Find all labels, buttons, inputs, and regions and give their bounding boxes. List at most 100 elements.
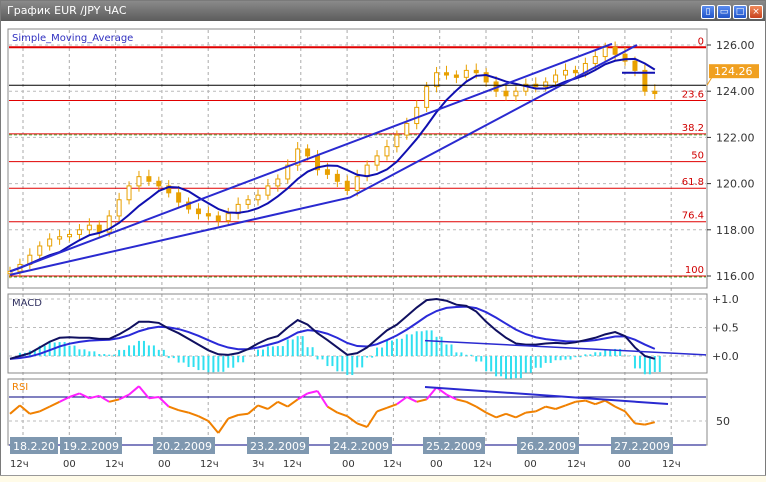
- rsi-segment: [337, 411, 348, 418]
- rsi-segment: [376, 406, 388, 413]
- rsi-segment: [416, 398, 427, 403]
- candle-body: [156, 180, 162, 187]
- candle-body: [632, 60, 638, 71]
- hour-label: 00: [430, 459, 443, 470]
- candle-body: [37, 245, 43, 256]
- candle-body: [652, 90, 658, 95]
- fibonacci-levels[interactable]: 0 23.6 38.2 50 61.8 76.4 100: [9, 36, 706, 278]
- hour-label: 12ч: [10, 459, 29, 470]
- date-label: 27.2.2009: [614, 440, 670, 453]
- window-title: График EUR /JPY ЧАС: [7, 4, 127, 17]
- price-axis: 126.00 124.00 122.00 120.00 118.00 116.00 124.…: [706, 39, 759, 283]
- candle-body: [553, 74, 559, 83]
- rsi-segment: [207, 420, 220, 434]
- minimize-button[interactable]: ▭: [717, 5, 731, 19]
- rsi-segment: [535, 405, 547, 413]
- rsi-segment: [39, 405, 51, 413]
- rsi-segment: [297, 392, 309, 401]
- rsi-segment: [108, 398, 120, 403]
- hour-label: 00: [342, 459, 355, 470]
- date-label-box: [153, 437, 215, 454]
- time-axis: 18.2.20 19.2.2009 20.2.2009 23.2.2009 24.2.2…: [10, 437, 681, 470]
- rsi-panel: [7, 378, 708, 446]
- rsi-segment: [624, 410, 636, 425]
- rsi-segment: [9, 404, 21, 415]
- hour-label: 12ч: [283, 459, 302, 470]
- macd-label: MACD: [12, 298, 42, 309]
- rsi-segment: [346, 415, 358, 425]
- candle-body: [354, 176, 360, 192]
- candle-body: [225, 213, 231, 222]
- candle-body: [136, 176, 142, 187]
- current-price-label: 124.26: [714, 65, 753, 78]
- rsi-segment: [425, 386, 438, 401]
- fib-level-label: 100: [685, 265, 704, 276]
- candle-body: [285, 164, 291, 180]
- candle-body: [275, 178, 281, 187]
- date-label: 23.2.2009: [250, 440, 306, 453]
- hour-label: 00: [524, 459, 537, 470]
- candle-body: [67, 233, 73, 238]
- candle-body: [563, 69, 569, 76]
- candle-body: [642, 69, 648, 92]
- rsi-segment: [89, 394, 100, 400]
- hour-label: 12ч: [473, 459, 492, 470]
- candle-body: [245, 199, 251, 205]
- macd-panel: [7, 293, 708, 374]
- rsi-segment: [485, 411, 497, 419]
- rsi-segment: [356, 422, 368, 428]
- date-label: 24.2.2009: [333, 440, 389, 453]
- rsi-segment: [118, 393, 130, 401]
- rsi-segment: [178, 409, 189, 414]
- rsi-label: RSI: [12, 382, 28, 393]
- candle-body: [572, 69, 578, 74]
- rsi-segment: [634, 422, 646, 426]
- candle-body: [404, 123, 410, 136]
- hour-label: 12ч: [383, 459, 402, 470]
- rsi-segment: [158, 396, 170, 408]
- macd-trendline: [424, 339, 707, 356]
- date-label-box: [330, 437, 392, 454]
- candle-body: [265, 185, 271, 196]
- rsi-segment: [98, 394, 110, 403]
- price-panel: [7, 28, 708, 289]
- price-axis-label: 118.00: [716, 224, 755, 237]
- trendline-upper: [9, 42, 613, 273]
- rsi-plot: 50: [9, 385, 730, 446]
- rsi-segment: [49, 400, 61, 408]
- candle-body: [374, 155, 380, 166]
- candle-body: [215, 215, 221, 222]
- rsi-segment: [188, 411, 199, 418]
- rsi-segment: [545, 405, 556, 410]
- rsi-segment: [29, 410, 40, 415]
- hour-label: 12ч: [200, 459, 219, 470]
- close-button[interactable]: ×: [749, 5, 763, 19]
- macd-axis-label: +0.5: [712, 322, 739, 335]
- candle-body: [513, 90, 519, 97]
- rsi-segment: [257, 404, 269, 410]
- date-label: 18.2.20: [13, 440, 55, 453]
- rsi-segment: [316, 390, 329, 408]
- price-axis-label: 116.00: [716, 270, 755, 283]
- chart-canvas[interactable]: Simple_Moving_Average MACD RSI 0 23.6 38.2…: [0, 21, 766, 474]
- rsi-segment: [446, 393, 457, 401]
- candle-body: [47, 238, 53, 247]
- candle-body: [57, 236, 63, 240]
- candle-body: [76, 229, 82, 235]
- candle-body: [295, 148, 301, 166]
- tile-button[interactable]: ▯: [701, 5, 715, 19]
- candle-body: [166, 185, 172, 194]
- overlay-lines: [9, 42, 706, 276]
- price-axis-label: 126.00: [716, 39, 755, 52]
- hour-label: 12ч: [662, 459, 681, 470]
- rsi-segment: [604, 399, 616, 408]
- price-axis-label: 124.00: [716, 85, 755, 98]
- candle-body: [592, 56, 598, 64]
- candle-body: [195, 208, 201, 215]
- rsi-segment: [59, 396, 70, 403]
- rsi-segment: [465, 400, 477, 408]
- rsi-segment: [614, 405, 626, 413]
- maximize-button[interactable]: □: [733, 5, 747, 19]
- candle-body: [453, 74, 459, 78]
- rsi-segment: [138, 385, 150, 399]
